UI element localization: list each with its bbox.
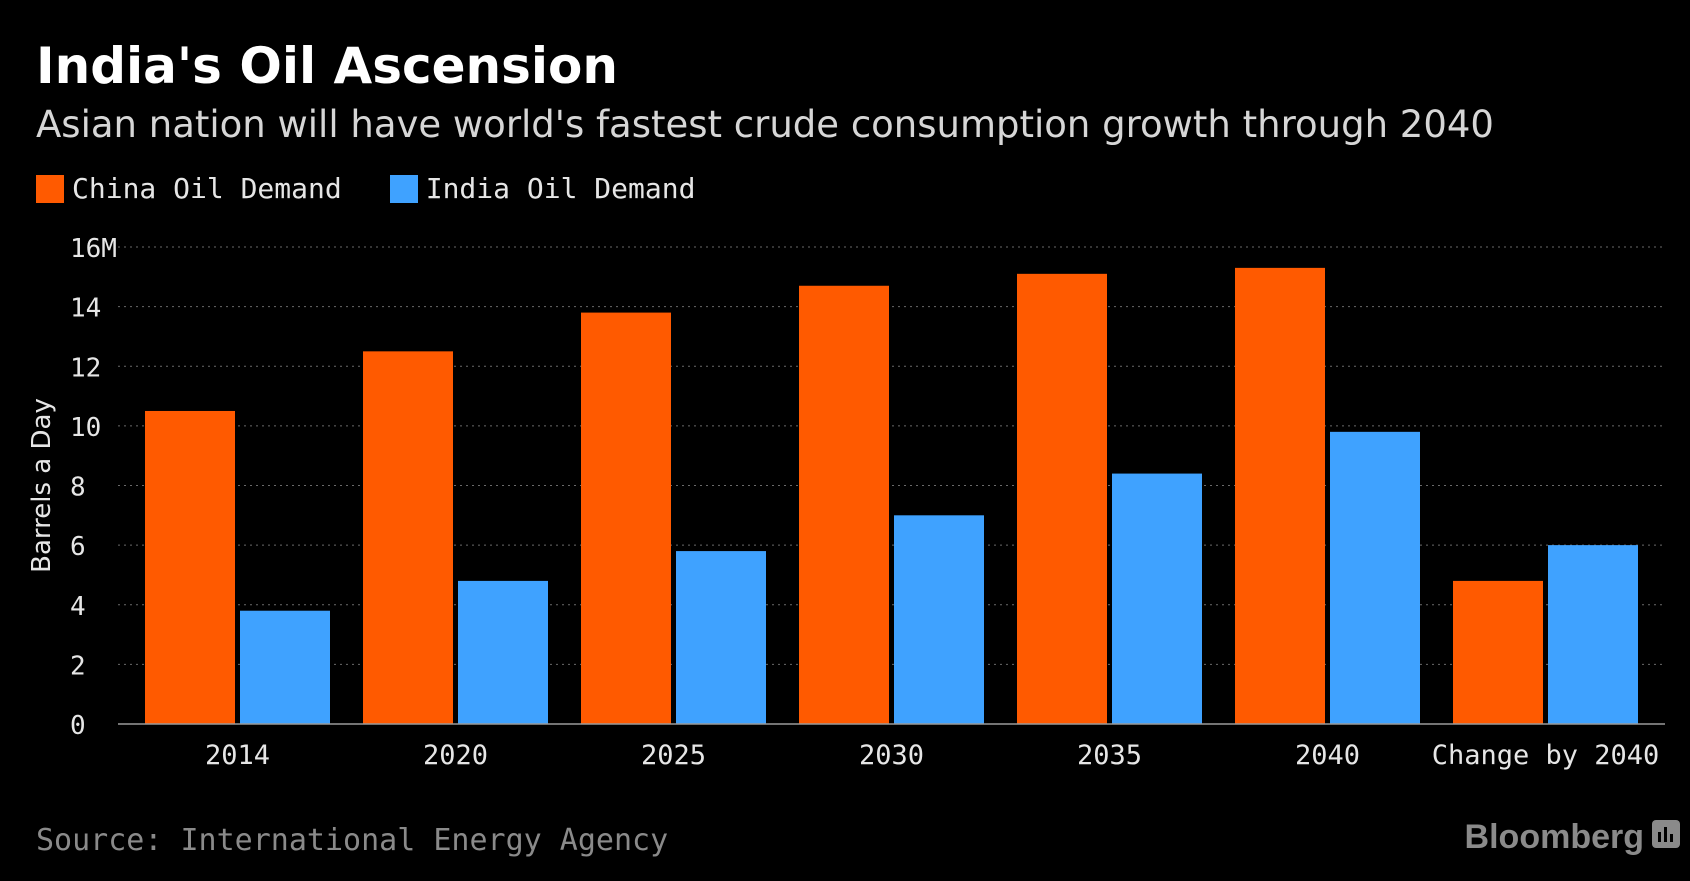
bar-chart: 0 2 4 6 8 10 12 14 16M Barrels a Day 2014 2020 2025 2… — [27, 234, 1665, 771]
bloomberg-logo: Bloomberg — [1465, 818, 1680, 857]
y-tick-label: 4 — [70, 592, 86, 622]
bar-india — [894, 515, 984, 724]
legend-swatch-china — [36, 174, 64, 203]
y-tick-label: 10 — [70, 413, 101, 443]
legend-item-china: China Oil Demand — [36, 172, 342, 205]
legend-item-india: India Oil Demand — [389, 172, 696, 205]
y-axis-title: Barrels a Day — [27, 398, 57, 573]
y-tick-label: 12 — [70, 353, 101, 383]
legend-swatch-india — [389, 174, 418, 203]
bar-india — [1548, 545, 1638, 724]
bar-india — [676, 551, 766, 724]
y-tick-label: 0 — [70, 711, 86, 741]
bar-china — [363, 351, 453, 724]
bar-china — [1235, 267, 1325, 724]
y-tick-label: 16M — [70, 234, 117, 264]
x-tick-label: 2040 — [1295, 740, 1360, 771]
y-tick-label: 14 — [70, 294, 101, 324]
bar-india — [240, 610, 330, 724]
x-tick-label: Change by 2040 — [1432, 740, 1660, 771]
source-note: Source: International Energy Agency — [36, 823, 669, 858]
legend-label-india: India Oil Demand — [425, 172, 696, 205]
legend-label-china: China Oil Demand — [72, 172, 342, 205]
x-tick-label: 2020 — [423, 740, 488, 771]
y-tick-label: 8 — [70, 473, 86, 503]
bloomberg-chart-icon — [1652, 818, 1680, 857]
y-tick-label: 2 — [70, 651, 86, 681]
bar-china — [799, 285, 889, 724]
x-tick-label: 2030 — [859, 740, 924, 771]
bar-china — [145, 410, 235, 724]
x-tick-label: 2025 — [641, 740, 706, 771]
bar-china — [1017, 273, 1107, 724]
chart-subtitle: Asian nation will have world's fastest c… — [36, 103, 1494, 146]
x-tick-label: 2014 — [205, 740, 270, 771]
y-tick-label: 6 — [70, 532, 86, 562]
x-tick-label: 2035 — [1077, 740, 1142, 771]
brand-label: Bloomberg — [1464, 818, 1644, 856]
legend: China Oil Demand India Oil Demand — [36, 172, 743, 205]
bar-india — [1112, 473, 1202, 724]
chart-title: India's Oil Ascension — [36, 37, 618, 95]
bar-india — [1330, 431, 1420, 724]
bar-china — [1453, 580, 1543, 724]
bar-india — [458, 580, 548, 724]
bar-china — [581, 312, 671, 724]
